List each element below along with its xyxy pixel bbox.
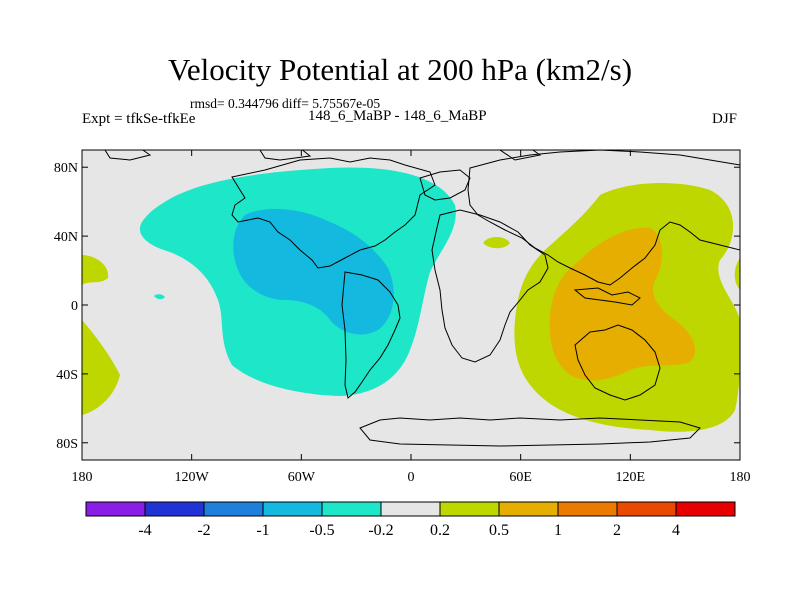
- longitude-ticks: 180 120W 60W 0 60E 120E 180: [72, 150, 751, 485]
- lon-tick-label: 0: [408, 470, 415, 485]
- colorbar-swatch: [85, 501, 146, 517]
- colorbar-swatch: [439, 501, 500, 517]
- contour-fill-pos-0-5: [549, 227, 695, 381]
- lon-tick-label: 180: [730, 470, 751, 485]
- colorbar-label: -0.5: [309, 522, 334, 539]
- colorbar-swatch: [144, 501, 205, 517]
- colorbar-label: 2: [613, 522, 621, 539]
- season-label: DJF: [712, 111, 738, 127]
- colorbar-label: -1: [256, 522, 269, 539]
- period-label: 148_6_MaBP - 148_6_MaBP: [308, 108, 487, 124]
- colorbar-label: 0.5: [489, 522, 509, 539]
- colorbar-label: 4: [672, 522, 680, 539]
- colorbar-label: -2: [197, 522, 210, 539]
- lat-tick-label: 80S: [56, 437, 78, 452]
- lat-tick-label: 40S: [56, 368, 78, 383]
- experiment-label: Expt = tfkSe-tfkEe: [82, 111, 196, 127]
- colorbar-swatch: [380, 501, 441, 517]
- lat-tick-label: 40N: [54, 230, 78, 245]
- lon-tick-label: 120E: [616, 470, 646, 485]
- contour-fill-neg-0-5: [233, 208, 394, 335]
- coastline-greenland: [419, 169, 471, 201]
- contour-fill-neg-0-2-patch: [154, 294, 165, 300]
- colorbar-swatch: [675, 501, 736, 517]
- contour-fill-pos-0-2-west: [82, 255, 109, 285]
- coastline-indonesia: [573, 287, 641, 306]
- colorbar-label: -0.2: [368, 522, 393, 539]
- lon-tick-label: 60W: [288, 470, 316, 485]
- coastline-antarctica: [359, 417, 701, 447]
- colorbar-swatch: [321, 501, 382, 517]
- colorbar-label: 0.2: [430, 522, 450, 539]
- colorbar-label: 1: [554, 522, 562, 539]
- colorbar-swatch: [616, 501, 677, 517]
- plot-title: Velocity Potential at 200 hPa (km2/s): [167, 52, 633, 87]
- coastline-north-america: [231, 157, 436, 269]
- coastlines: [104, 150, 740, 447]
- lat-tick-label: 80N: [54, 161, 78, 176]
- coastline-arctic-islands: [104, 150, 542, 161]
- latitude-ticks: 80N 40N 0 40S 80S: [54, 161, 740, 452]
- coastline-australia: [574, 324, 661, 401]
- coastline-asia: [467, 150, 740, 286]
- colorbar-swatch: [557, 501, 618, 517]
- coastline-africa-europe: [431, 209, 549, 363]
- lon-tick-label: 180: [72, 470, 93, 485]
- colorbar-label: -4: [138, 522, 151, 539]
- lat-tick-label: 0: [71, 299, 78, 314]
- contour-fill-pos-0-2-southwest: [82, 320, 120, 415]
- colorbar: -4 -2 -1 -0.5 -0.2 0.2 0.5 1 2 4: [85, 501, 736, 539]
- stats-label: rmsd= 0.344796 diff= 5.75567e-05: [190, 96, 381, 111]
- contour-fill-pos-0-2-east: [734, 258, 740, 290]
- colorbar-swatch: [498, 501, 559, 517]
- contour-fill-pos-0-2-africa: [483, 237, 510, 249]
- colorbar-swatch: [262, 501, 323, 517]
- coastline-south-america: [341, 271, 401, 399]
- lon-tick-label: 120W: [175, 470, 210, 485]
- colorbar-swatch: [203, 501, 264, 517]
- lon-tick-label: 60E: [509, 470, 532, 485]
